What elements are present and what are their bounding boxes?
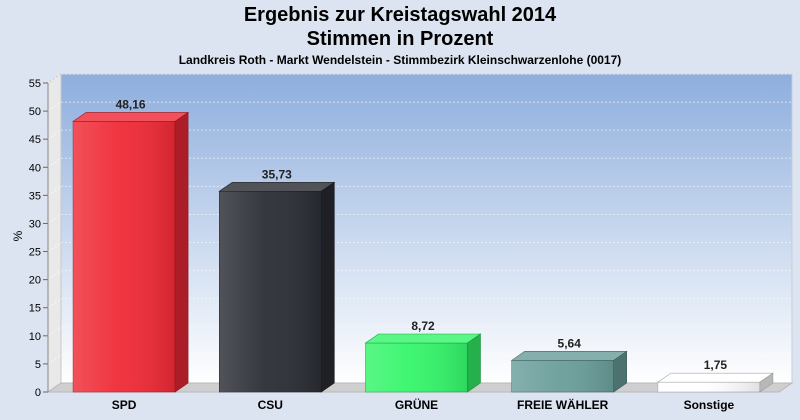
bar-top: [510, 351, 628, 361]
bar: [656, 372, 774, 393]
bar-side: [174, 111, 189, 393]
chart-title: Ergebnis zur Kreistagswahl 2014: [243, 4, 557, 26]
category-label: CSU: [258, 398, 283, 412]
y-tick-label: 55: [29, 78, 41, 90]
gridline-side: [47, 270, 62, 281]
bar: [364, 333, 482, 393]
bar-side: [759, 372, 774, 393]
bars: [72, 111, 774, 393]
gridline-side: [47, 101, 62, 112]
y-tick-label: 45: [29, 134, 41, 146]
category-label: SPD: [112, 398, 137, 412]
gridline-side: [47, 354, 62, 365]
gridline-side: [47, 298, 62, 309]
gridline-side: [47, 185, 62, 196]
bar-top: [72, 112, 190, 122]
bar: [510, 350, 628, 393]
gridline-side: [47, 242, 62, 252]
y-tick-label: 35: [29, 190, 41, 202]
y-tick-label: 5: [35, 359, 41, 371]
bar-side: [320, 181, 335, 393]
value-labels: 48,16 35,73 8,72 5,64 1,75: [116, 97, 728, 372]
gridline-side: [47, 73, 62, 84]
bar: [218, 181, 336, 393]
bar-top: [656, 372, 774, 383]
y-axis: 0 5 10 15 20 25 30 35 40 45 50 55: [29, 78, 49, 399]
value-label: 8,72: [411, 319, 435, 333]
x-axis: SPD CSU GRÜNE FREIE WÄHLER Sonstige: [112, 397, 735, 412]
y-axis-label: %: [11, 230, 25, 241]
y-tick-label: 25: [29, 247, 41, 259]
y-tick-label: 20: [29, 275, 41, 287]
y-tick-label: 0: [35, 387, 41, 399]
y-tick-label: 30: [29, 218, 41, 230]
bar-sheen: [219, 191, 322, 392]
gridline-side: [47, 157, 62, 168]
chart-location: Landkreis Roth - Markt Wendelstein - Sti…: [178, 53, 622, 67]
value-label: 1,75: [704, 358, 728, 372]
bar: [72, 111, 190, 393]
bar-side: [467, 333, 481, 393]
chart-subtitle: Stimmen in Prozent: [306, 28, 494, 50]
y-tick-label: 10: [29, 331, 41, 343]
gridline-side: [47, 326, 62, 337]
category-label: Sonstige: [684, 398, 735, 412]
value-label: 48,16: [116, 97, 146, 111]
gridline-side: [47, 214, 62, 224]
category-label: GRÜNE: [395, 397, 438, 412]
bar-sheen: [365, 343, 468, 392]
y-tick-label: 15: [29, 303, 41, 315]
bar-sheen: [73, 121, 176, 393]
bar-side: [613, 350, 628, 393]
bar-sheen: [511, 360, 614, 392]
bar-sheen: [657, 382, 760, 392]
value-label: 35,73: [262, 167, 292, 181]
bar-top: [364, 333, 482, 344]
y-tick-label: 40: [29, 162, 41, 174]
y-tick-label: 50: [29, 106, 41, 118]
value-label: 5,64: [558, 336, 582, 350]
bar-top: [218, 181, 336, 192]
category-label: FREIE WÄHLER: [517, 397, 609, 412]
gridline-side: [47, 129, 62, 140]
plot-side-wall: [47, 73, 62, 393]
